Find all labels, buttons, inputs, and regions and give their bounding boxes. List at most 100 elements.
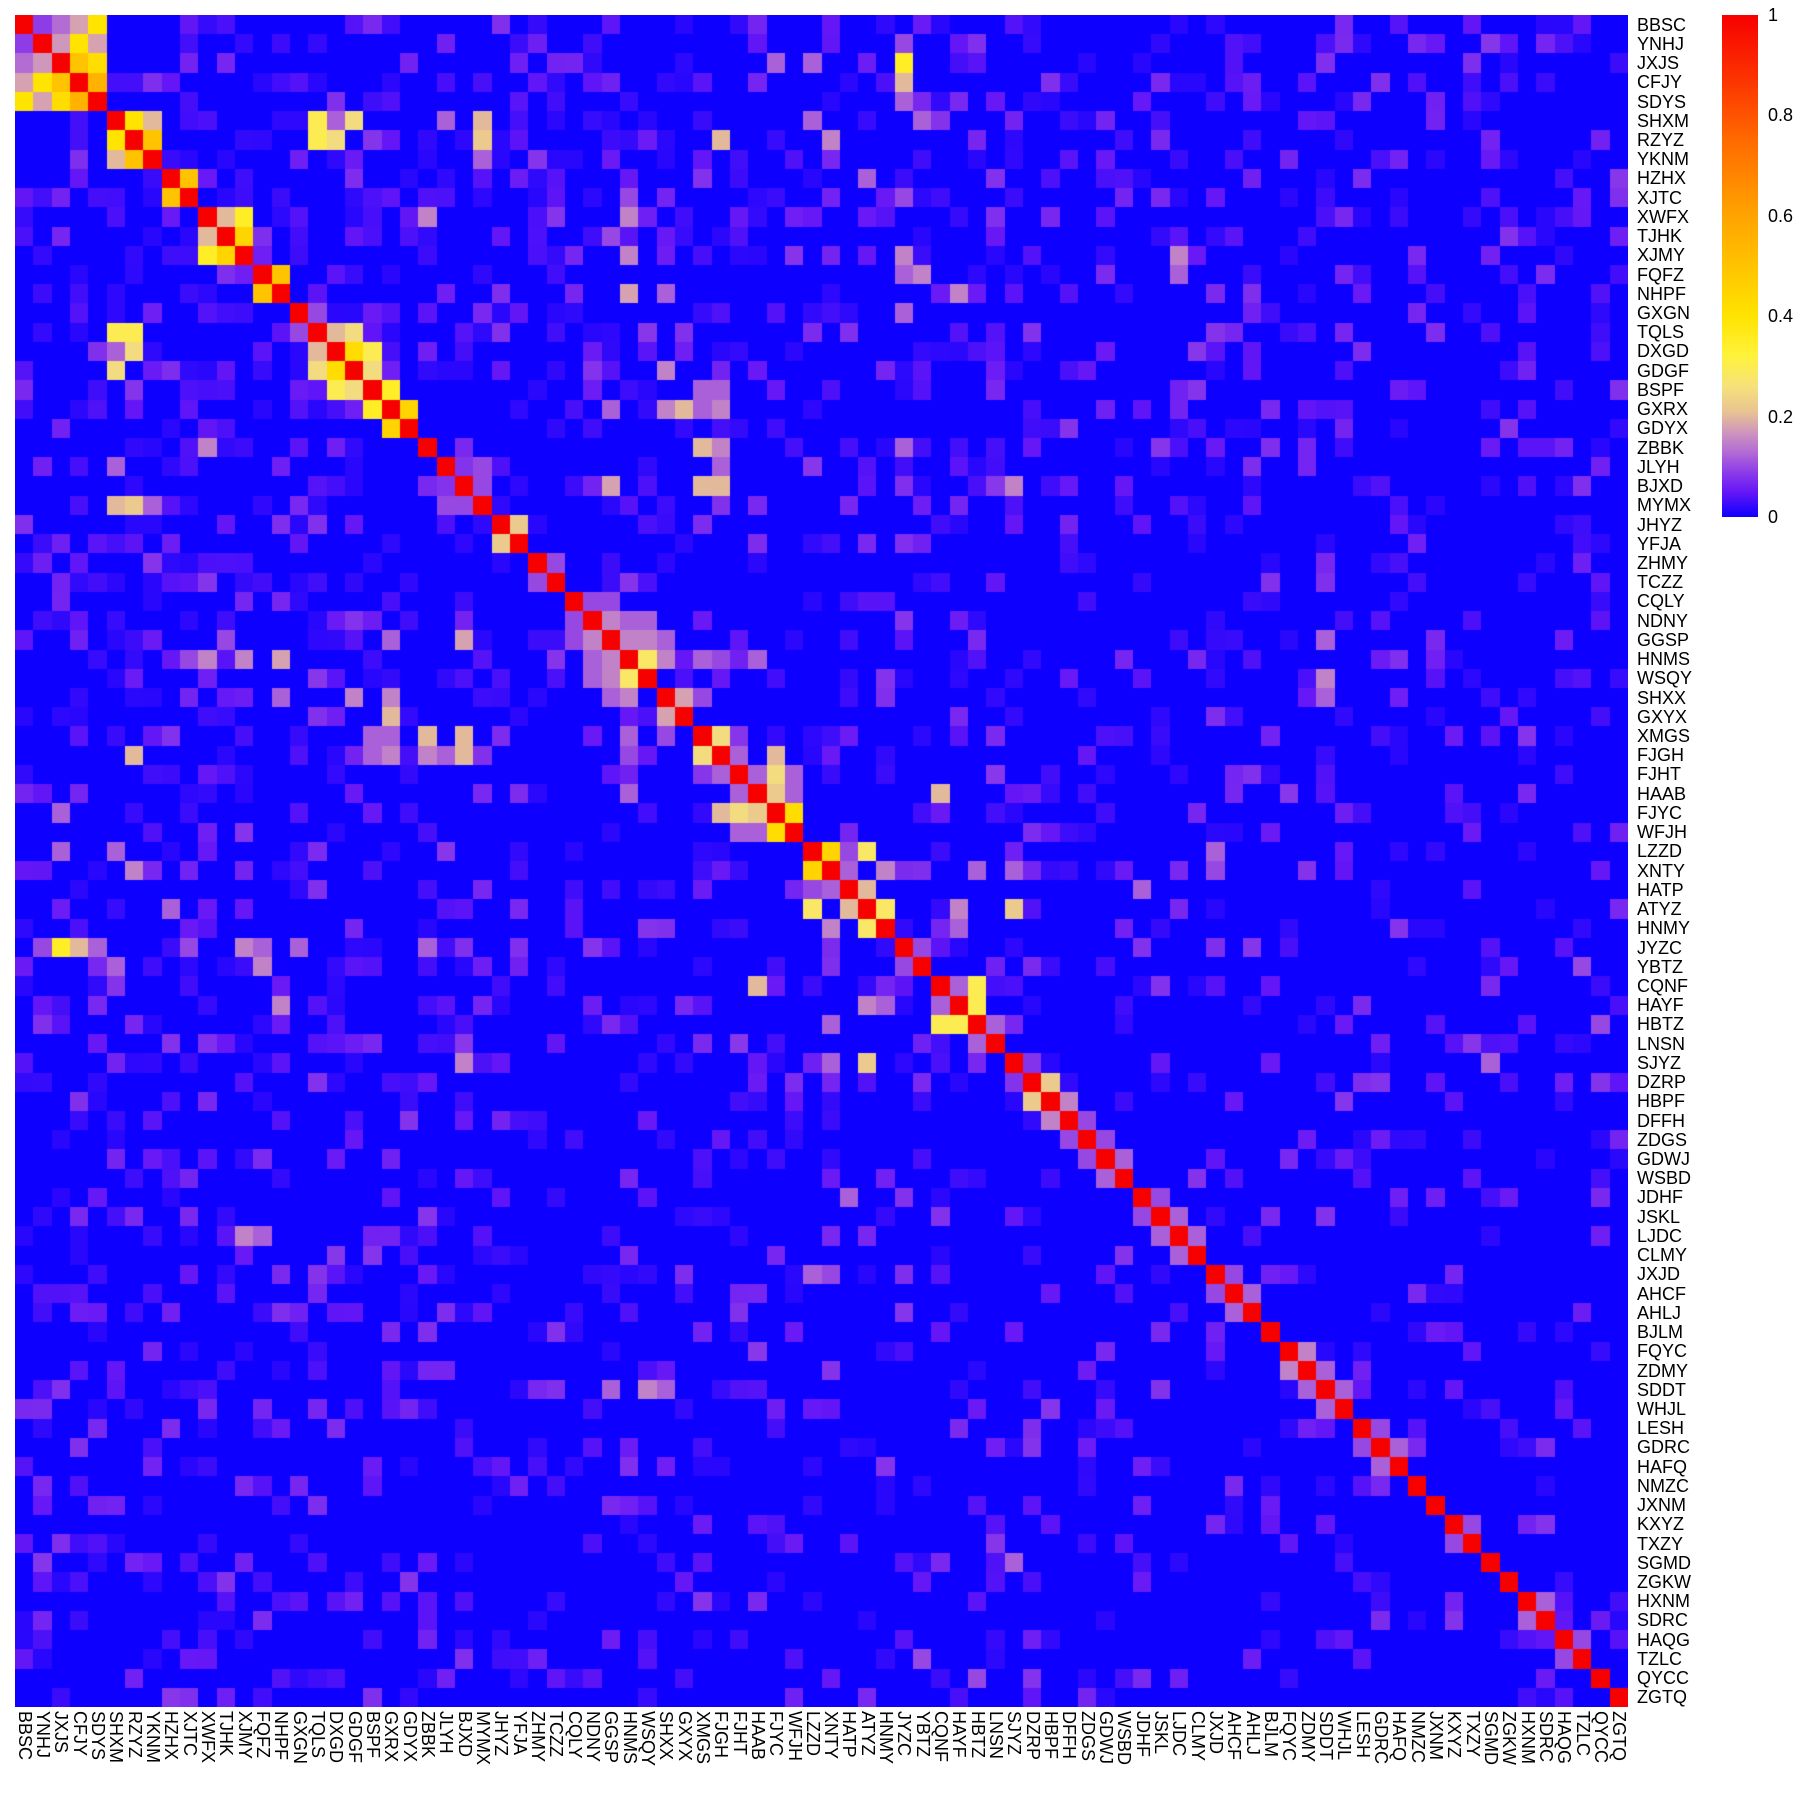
column-label: HAFQ xyxy=(1389,1711,1410,1762)
column-label: NDNY xyxy=(582,1711,603,1763)
row-label: KXYZ xyxy=(1637,1514,1685,1535)
column-label: RZYZ xyxy=(124,1711,145,1758)
column-label: HNMS xyxy=(619,1711,640,1764)
column-label: ZHMY xyxy=(527,1711,548,1762)
column-label: NMZC xyxy=(1407,1711,1428,1763)
row-label: HAAB xyxy=(1637,783,1687,804)
row-label: NMZC xyxy=(1637,1475,1689,1496)
column-label: HNMY xyxy=(876,1711,897,1764)
column-label: AHCF xyxy=(1224,1711,1245,1760)
row-label: CQLY xyxy=(1637,591,1685,612)
column-label: JXJS xyxy=(51,1711,72,1754)
column-label: DXGD xyxy=(326,1711,347,1764)
row-label: SJYZ xyxy=(1637,1052,1682,1073)
column-label: YFJA xyxy=(509,1711,530,1756)
column-label: GXYX xyxy=(674,1711,695,1762)
row-label: YFJA xyxy=(1637,533,1682,554)
column-label: ATYZ xyxy=(857,1711,878,1756)
column-label: HAAB xyxy=(747,1711,768,1761)
column-label: CFJY xyxy=(69,1711,90,1756)
column-label: HZHX xyxy=(161,1711,182,1760)
column-label: FJGH xyxy=(711,1711,732,1758)
column-label: CQNF xyxy=(931,1711,952,1762)
row-label: FJYC xyxy=(1637,802,1682,823)
column-label: SDDT xyxy=(1316,1711,1337,1760)
row-label: ZDMY xyxy=(1637,1360,1688,1381)
column-label: WSBD xyxy=(1114,1711,1135,1765)
row-label: DXGD xyxy=(1637,341,1690,362)
column-label: YNHJ xyxy=(32,1711,53,1759)
row-label: HAYF xyxy=(1637,995,1684,1016)
colorbar-gradient xyxy=(1722,15,1758,517)
row-label: FQFZ xyxy=(1637,264,1684,285)
column-label: SHXX xyxy=(656,1711,677,1761)
column-label: TZLC xyxy=(1572,1711,1593,1756)
row-label: SHXX xyxy=(1637,687,1687,708)
column-label: HAQG xyxy=(1554,1711,1575,1765)
column-label: XMGS xyxy=(692,1711,713,1765)
column-label: HBTZ xyxy=(967,1711,988,1758)
row-label: JXJD xyxy=(1637,1264,1681,1285)
column-label: HBPF xyxy=(1041,1711,1062,1760)
row-label: ZBBK xyxy=(1637,437,1685,458)
column-label: ZGKW xyxy=(1499,1711,1520,1765)
column-label: XJMY xyxy=(234,1711,255,1760)
column-label: CQLY xyxy=(564,1711,585,1759)
column-label: HXNM xyxy=(1517,1711,1538,1764)
column-label: SHXM xyxy=(106,1711,127,1764)
row-label: NDNY xyxy=(1637,610,1689,631)
column-label: SJYZ xyxy=(1004,1711,1025,1756)
row-label: JYZC xyxy=(1637,937,1682,958)
column-label: AHLJ xyxy=(1242,1711,1263,1756)
row-label: SDDT xyxy=(1637,1379,1686,1400)
column-label: FQYC xyxy=(1279,1711,1300,1762)
column-label: GXRX xyxy=(381,1711,402,1763)
row-label: BBSC xyxy=(1637,14,1687,35)
column-label: XNTY xyxy=(821,1711,842,1760)
colorbar-tick-label: 0.4 xyxy=(1768,306,1794,327)
row-label: XNTY xyxy=(1637,860,1686,881)
row-label: XJTC xyxy=(1637,187,1682,208)
row-label: ATYZ xyxy=(1637,899,1682,920)
row-label: FQYC xyxy=(1637,1341,1688,1362)
column-label: FQFZ xyxy=(252,1711,273,1758)
column-label: FJYC xyxy=(766,1711,787,1756)
column-label: ZGTQ xyxy=(1609,1711,1630,1761)
column-label: TJHK xyxy=(216,1711,237,1756)
row-label: HNMS xyxy=(1637,649,1690,670)
column-label: JXNM xyxy=(1426,1711,1447,1760)
row-label: RZYZ xyxy=(1637,129,1684,150)
row-label: ZGKW xyxy=(1637,1572,1691,1593)
column-label: ZDGS xyxy=(1077,1711,1098,1762)
row-label: HBPF xyxy=(1637,1091,1686,1112)
row-label: BSPF xyxy=(1637,379,1685,400)
row-label: TXZY xyxy=(1637,1533,1684,1554)
row-label: JLYH xyxy=(1637,456,1680,477)
row-label: GDYX xyxy=(1637,418,1689,439)
row-label: NHPF xyxy=(1637,283,1686,304)
column-label: GDWJ xyxy=(1096,1711,1117,1764)
column-label: KXYZ xyxy=(1444,1711,1465,1759)
row-label: FJHT xyxy=(1637,764,1681,785)
row-label: XMGS xyxy=(1637,726,1691,747)
row-label: XJMY xyxy=(1637,245,1686,266)
row-label: CQNF xyxy=(1637,975,1688,996)
row-label: HAFQ xyxy=(1637,1456,1688,1477)
row-label: BJLM xyxy=(1637,1322,1684,1343)
column-label: YBTZ xyxy=(912,1711,933,1758)
column-label: LNSN xyxy=(986,1711,1007,1760)
column-label: LESH xyxy=(1352,1711,1373,1759)
row-label: WHJL xyxy=(1637,1398,1686,1419)
row-label: ZDGS xyxy=(1637,1129,1688,1150)
row-label: ZGTQ xyxy=(1637,1687,1687,1708)
column-label: LJDC xyxy=(1169,1711,1190,1757)
row-label: SGMD xyxy=(1637,1552,1691,1573)
column-label: FJHT xyxy=(729,1711,750,1755)
row-label: WSBD xyxy=(1637,1168,1691,1189)
column-label: GGSP xyxy=(601,1711,622,1764)
row-label: YKNM xyxy=(1637,149,1690,170)
row-label: GDWJ xyxy=(1637,1149,1690,1170)
column-label: DZRP xyxy=(1022,1711,1043,1760)
row-label: BJXD xyxy=(1637,476,1684,497)
column-label: WHJL xyxy=(1334,1711,1355,1760)
